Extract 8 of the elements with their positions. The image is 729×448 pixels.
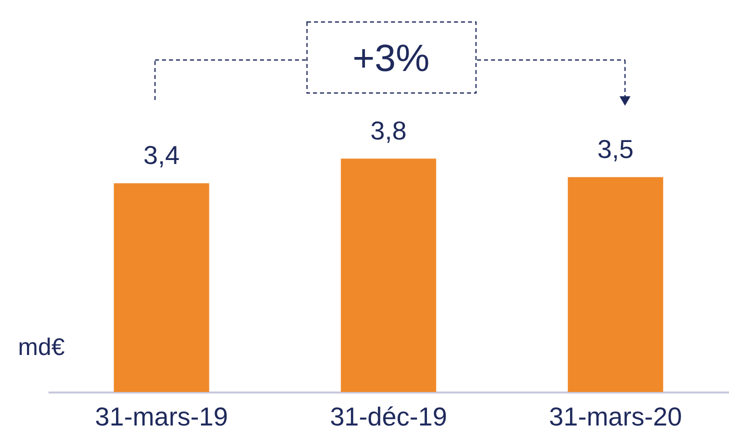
- x-tick-label: 31-mars-19: [95, 402, 228, 432]
- data-label: 3,4: [143, 140, 180, 170]
- y-axis-title: md€: [18, 334, 66, 361]
- data-label: 3,5: [597, 134, 634, 164]
- x-tick-label: 31-mars-20: [549, 402, 682, 432]
- data-label: 3,8: [370, 116, 407, 146]
- x-tick-label: 31-déc-19: [330, 402, 448, 432]
- text: +3%: [352, 38, 430, 80]
